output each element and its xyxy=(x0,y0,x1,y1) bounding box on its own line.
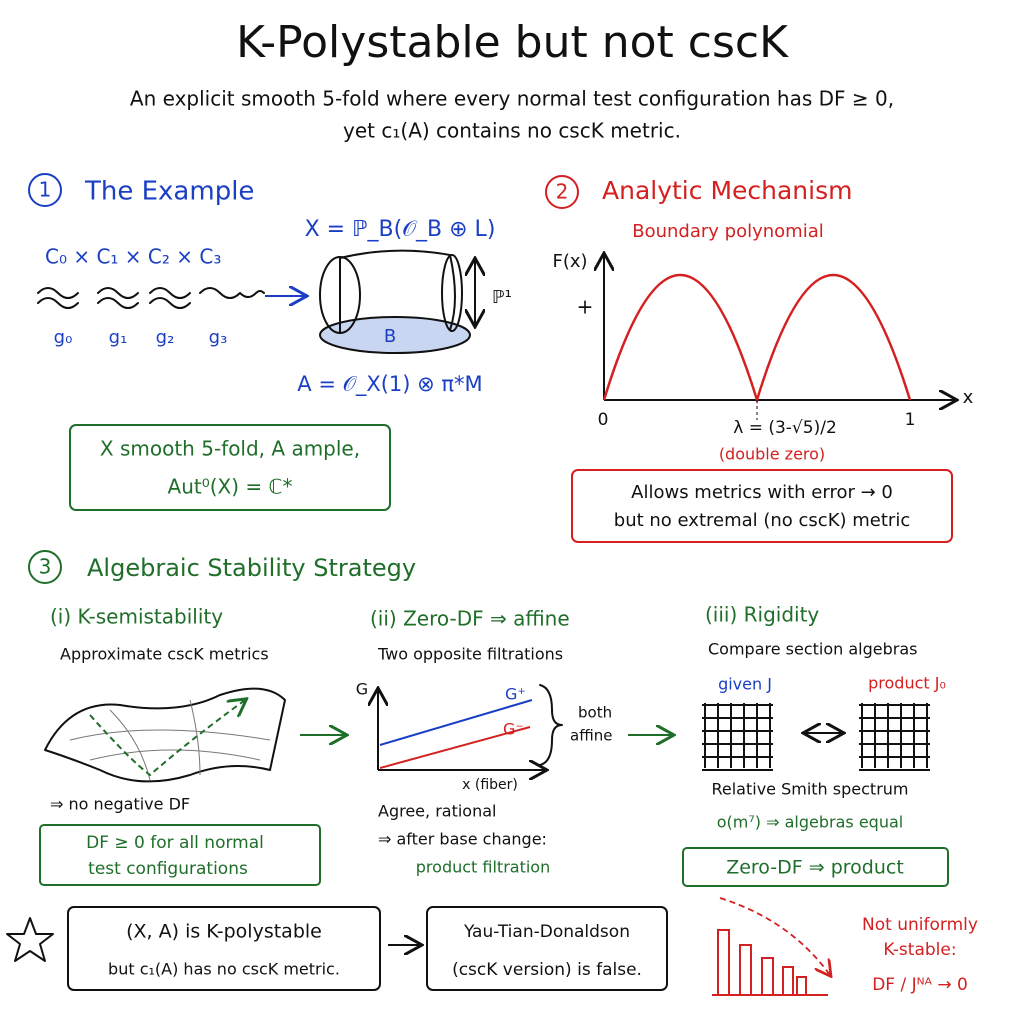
box-text: Yau-Tian-Donaldson xyxy=(463,922,630,942)
sign: + xyxy=(577,295,594,319)
curves: C₀ × C₁ × C₂ × C₃ xyxy=(45,245,221,269)
step-line: ⇒ after base change: xyxy=(378,830,547,849)
box-text: but c₁(A) has no cscK metric. xyxy=(108,960,340,979)
decay-trend xyxy=(719,897,830,975)
plot-title: Boundary polynomial xyxy=(632,221,824,242)
genus: g₂ xyxy=(156,327,175,348)
base-label: B xyxy=(384,326,396,347)
box-text: Aut⁰(X) = ℂ* xyxy=(168,475,293,499)
step-line: Agree, rational xyxy=(378,802,496,821)
section-heading: The Example xyxy=(84,177,254,207)
step-heading: (iii) Rigidity xyxy=(705,603,819,627)
grid-label: given J xyxy=(718,675,772,694)
box-text: Zero-DF ⇒ product xyxy=(726,857,904,879)
section-heading: Algebraic Stability Strategy xyxy=(87,554,416,582)
section-number: 2 xyxy=(556,180,569,204)
number-circle xyxy=(28,173,62,207)
step-line: Relative Smith spectrum xyxy=(711,780,908,799)
x-end: 1 xyxy=(905,410,916,430)
step-text: Approximate cscK metrics xyxy=(60,645,269,664)
box xyxy=(682,847,949,887)
section-heading: Analytic Mechanism xyxy=(602,176,852,205)
subtitle: yet c₁(A) contains no cscK metric. xyxy=(343,119,681,143)
brace-text: affine xyxy=(570,727,612,745)
cylinder xyxy=(339,249,456,333)
base-disk xyxy=(319,316,471,354)
box-text: (X, A) is K-polystable xyxy=(126,921,322,943)
section-number: 3 xyxy=(39,555,52,579)
g-minus: G⁻ xyxy=(503,720,524,739)
step-highlight: product filtration xyxy=(416,858,550,877)
box-text: (cscK version) is false. xyxy=(452,960,642,980)
box-text: Allows metrics with error → 0 xyxy=(631,482,893,503)
surface-grid xyxy=(69,699,271,781)
note: DF / Jᴺᴬ → 0 xyxy=(872,975,968,995)
box xyxy=(39,824,321,886)
step-heading: (i) K-semistability xyxy=(50,605,223,629)
step-line: o(m⁷) ⇒ algebras equal xyxy=(717,813,903,832)
cylinder-end xyxy=(441,254,463,332)
number-circle xyxy=(28,550,62,584)
box-text: test configurations xyxy=(88,859,248,879)
lambda: λ = (3-√5)/2 xyxy=(733,418,837,438)
bundle: X = ℙ_B(𝒪_B ⊕ L) xyxy=(305,217,496,242)
brace-text: both xyxy=(578,704,612,722)
step-heading: (ii) Zero-DF ⇒ affine xyxy=(370,607,570,631)
box-text: X smooth 5-fold, A ample, xyxy=(100,437,360,461)
number-circle xyxy=(545,175,579,209)
x-start: 0 xyxy=(598,410,609,430)
note: Not uniformly xyxy=(862,915,978,935)
box-text: but no extremal (no cscK) metric xyxy=(614,510,910,531)
g-minus-line xyxy=(379,726,531,769)
box xyxy=(426,906,668,991)
x-label: x xyxy=(963,387,974,408)
fiber-label: ℙ¹ xyxy=(492,287,512,308)
genus: g₃ xyxy=(209,327,228,348)
step-text: Two opposite filtrations xyxy=(377,645,563,664)
g-plus-line xyxy=(379,699,533,746)
lambda-note: (double zero) xyxy=(719,445,825,464)
flow xyxy=(89,700,245,777)
y-label: F(x) xyxy=(552,251,587,272)
curve-sketch xyxy=(37,287,265,309)
genus: g₁ xyxy=(109,327,128,348)
decay-bars xyxy=(712,929,828,996)
polynomial-curve xyxy=(602,273,912,405)
step-conclusion: ⇒ no negative DF xyxy=(50,795,190,814)
star xyxy=(6,917,54,962)
cylinder-end xyxy=(319,256,361,334)
box-text: DF ≥ 0 for all normal xyxy=(86,833,264,853)
polarization: A = 𝒪_X(1) ⊗ π*M xyxy=(297,372,482,397)
note: K-stable: xyxy=(883,940,956,960)
brace xyxy=(539,684,563,766)
grid-label: product J₀ xyxy=(868,674,946,693)
section-number: 1 xyxy=(39,178,52,202)
y-label: G xyxy=(356,680,368,699)
g-plus: G⁺ xyxy=(505,685,526,704)
subtitle: An explicit smooth 5-fold where every no… xyxy=(130,87,894,111)
genus: g₀ xyxy=(54,327,73,348)
box xyxy=(67,906,381,991)
algebra-grids xyxy=(702,703,930,771)
x-label: x (fiber) xyxy=(462,777,518,793)
step-text: Compare section algebras xyxy=(708,640,918,659)
surface xyxy=(44,687,286,783)
title: K-Polystable but not cscK xyxy=(236,17,789,68)
box xyxy=(69,424,391,511)
box xyxy=(571,469,953,543)
